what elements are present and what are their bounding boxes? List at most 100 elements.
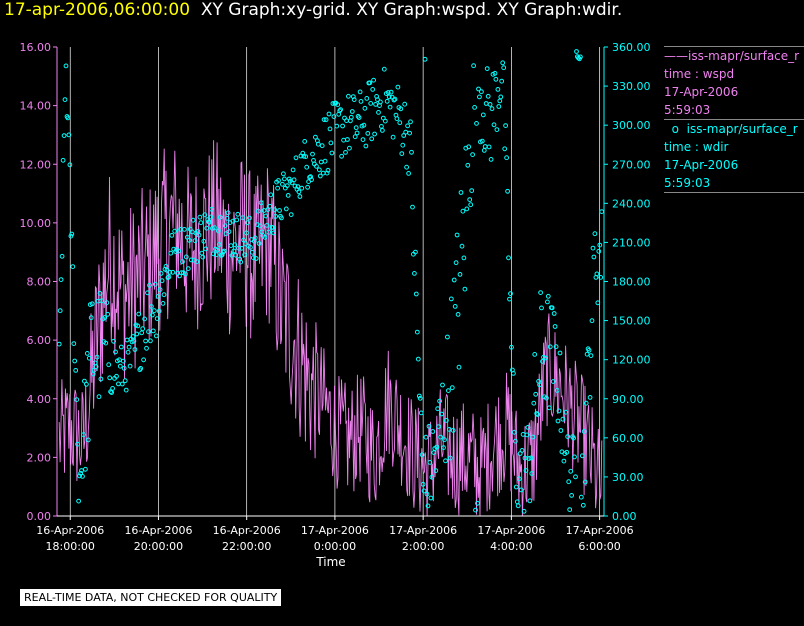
wdir-marker bbox=[208, 214, 214, 220]
legend-entry-wspd: ——iss-mapr/surface_r time : wspd 17-Apr-… bbox=[664, 47, 804, 119]
wdir-marker bbox=[384, 98, 390, 104]
wdir-marker bbox=[362, 105, 368, 111]
wdir-marker bbox=[203, 246, 209, 252]
wdir-marker bbox=[504, 155, 510, 161]
wdir-marker bbox=[117, 363, 123, 369]
wdir-marker bbox=[364, 96, 370, 101]
wdir-marker bbox=[345, 137, 350, 142]
wdir-marker bbox=[326, 111, 332, 117]
wdir-marker bbox=[317, 173, 323, 179]
wdir-marker bbox=[405, 123, 411, 129]
wdir-marker bbox=[291, 177, 297, 183]
wdir-marker bbox=[313, 134, 318, 140]
wdir-marker bbox=[266, 229, 272, 235]
wdir-marker bbox=[397, 120, 403, 126]
wdir-marker bbox=[340, 123, 346, 129]
wdir-marker bbox=[349, 109, 355, 114]
wdir-marker bbox=[376, 110, 381, 115]
wdir-marker bbox=[110, 386, 115, 391]
wdir-marker bbox=[468, 202, 474, 208]
wdir-marker bbox=[436, 424, 442, 430]
wdir-marker bbox=[316, 167, 322, 173]
wdir-marker bbox=[221, 248, 227, 254]
wdir-marker bbox=[222, 223, 228, 229]
wdir-marker bbox=[202, 212, 208, 218]
wdir-marker bbox=[363, 143, 369, 149]
wdir-marker bbox=[466, 144, 472, 150]
wdir-marker bbox=[99, 298, 105, 304]
left-tick-label: 14.00 bbox=[20, 100, 52, 113]
wdir-marker bbox=[589, 318, 595, 324]
wdir-marker bbox=[371, 77, 377, 83]
legend-wspd-name: iss-mapr/surface_r bbox=[688, 49, 800, 63]
wdir-marker bbox=[457, 272, 463, 277]
quality-notice: REAL-TIME DATA, NOT CHECKED FOR QUALITY bbox=[20, 589, 282, 606]
wdir-marker bbox=[380, 128, 385, 133]
x-tick-label-time: 4:00:00 bbox=[490, 540, 532, 553]
wdir-marker bbox=[450, 428, 456, 433]
x-tick-label-time: 0:00:00 bbox=[314, 540, 356, 553]
wdir-marker bbox=[144, 345, 149, 351]
wdir-marker bbox=[147, 282, 152, 288]
wdir-marker bbox=[498, 94, 504, 100]
wdir-marker bbox=[73, 368, 79, 373]
wdir-marker bbox=[280, 181, 285, 187]
wdir-marker bbox=[190, 217, 196, 223]
wdir-marker bbox=[139, 330, 145, 336]
wdir-marker bbox=[256, 241, 262, 246]
wdir-marker bbox=[88, 315, 94, 321]
wdir-marker bbox=[279, 215, 284, 221]
wdir-marker bbox=[255, 208, 261, 214]
wdir-marker bbox=[142, 316, 148, 322]
wdir-marker bbox=[180, 259, 185, 265]
wdir-marker bbox=[262, 234, 268, 240]
wdir-marker bbox=[97, 290, 103, 296]
wdir-marker bbox=[434, 444, 440, 450]
wdir-marker bbox=[335, 102, 341, 107]
wdir-marker bbox=[214, 252, 219, 258]
legend: ——iss-mapr/surface_r time : wspd 17-Apr-… bbox=[664, 46, 804, 193]
wdir-marker bbox=[596, 248, 602, 254]
wdir-marker bbox=[530, 434, 536, 440]
wdir-marker bbox=[146, 329, 151, 335]
wdir-marker bbox=[472, 105, 478, 110]
right-tick-label: 60.00 bbox=[612, 432, 644, 445]
wdir-marker bbox=[151, 308, 157, 314]
wdir-marker bbox=[240, 215, 246, 221]
wdir-marker bbox=[224, 215, 230, 221]
wdir-marker bbox=[533, 391, 539, 397]
wdir-marker bbox=[346, 93, 351, 99]
wdir-marker bbox=[455, 312, 461, 317]
wdir-marker bbox=[225, 210, 231, 216]
wdir-marker bbox=[400, 142, 406, 148]
wdir-marker bbox=[586, 347, 592, 353]
wdir-marker bbox=[502, 146, 508, 152]
wdir-marker bbox=[232, 242, 238, 248]
wdir-marker bbox=[475, 500, 480, 506]
wdir-marker bbox=[120, 358, 126, 364]
wdir-marker bbox=[462, 286, 468, 292]
wdir-marker bbox=[169, 233, 175, 238]
wdir-marker bbox=[135, 323, 141, 329]
wdir-marker bbox=[493, 76, 499, 82]
wspd-series bbox=[58, 140, 603, 517]
wdir-marker bbox=[276, 178, 281, 183]
wdir-marker bbox=[69, 231, 75, 237]
wdir-marker bbox=[556, 408, 562, 414]
wdir-marker bbox=[449, 385, 455, 391]
wdir-marker bbox=[404, 164, 410, 170]
wdir-marker bbox=[551, 311, 557, 316]
wdir-marker bbox=[249, 249, 255, 255]
wdir-marker bbox=[194, 259, 200, 265]
wdir-marker bbox=[408, 119, 413, 125]
wdir-marker bbox=[571, 435, 576, 441]
wdir-marker bbox=[483, 101, 489, 106]
wdir-marker bbox=[365, 131, 371, 136]
wdir-marker bbox=[595, 300, 601, 306]
wdir-marker bbox=[293, 155, 299, 161]
wdir-marker bbox=[92, 360, 98, 366]
wdir-marker bbox=[107, 375, 113, 381]
wdir-marker bbox=[319, 143, 325, 149]
wdir-marker bbox=[159, 278, 165, 284]
wdir-marker bbox=[74, 397, 80, 403]
